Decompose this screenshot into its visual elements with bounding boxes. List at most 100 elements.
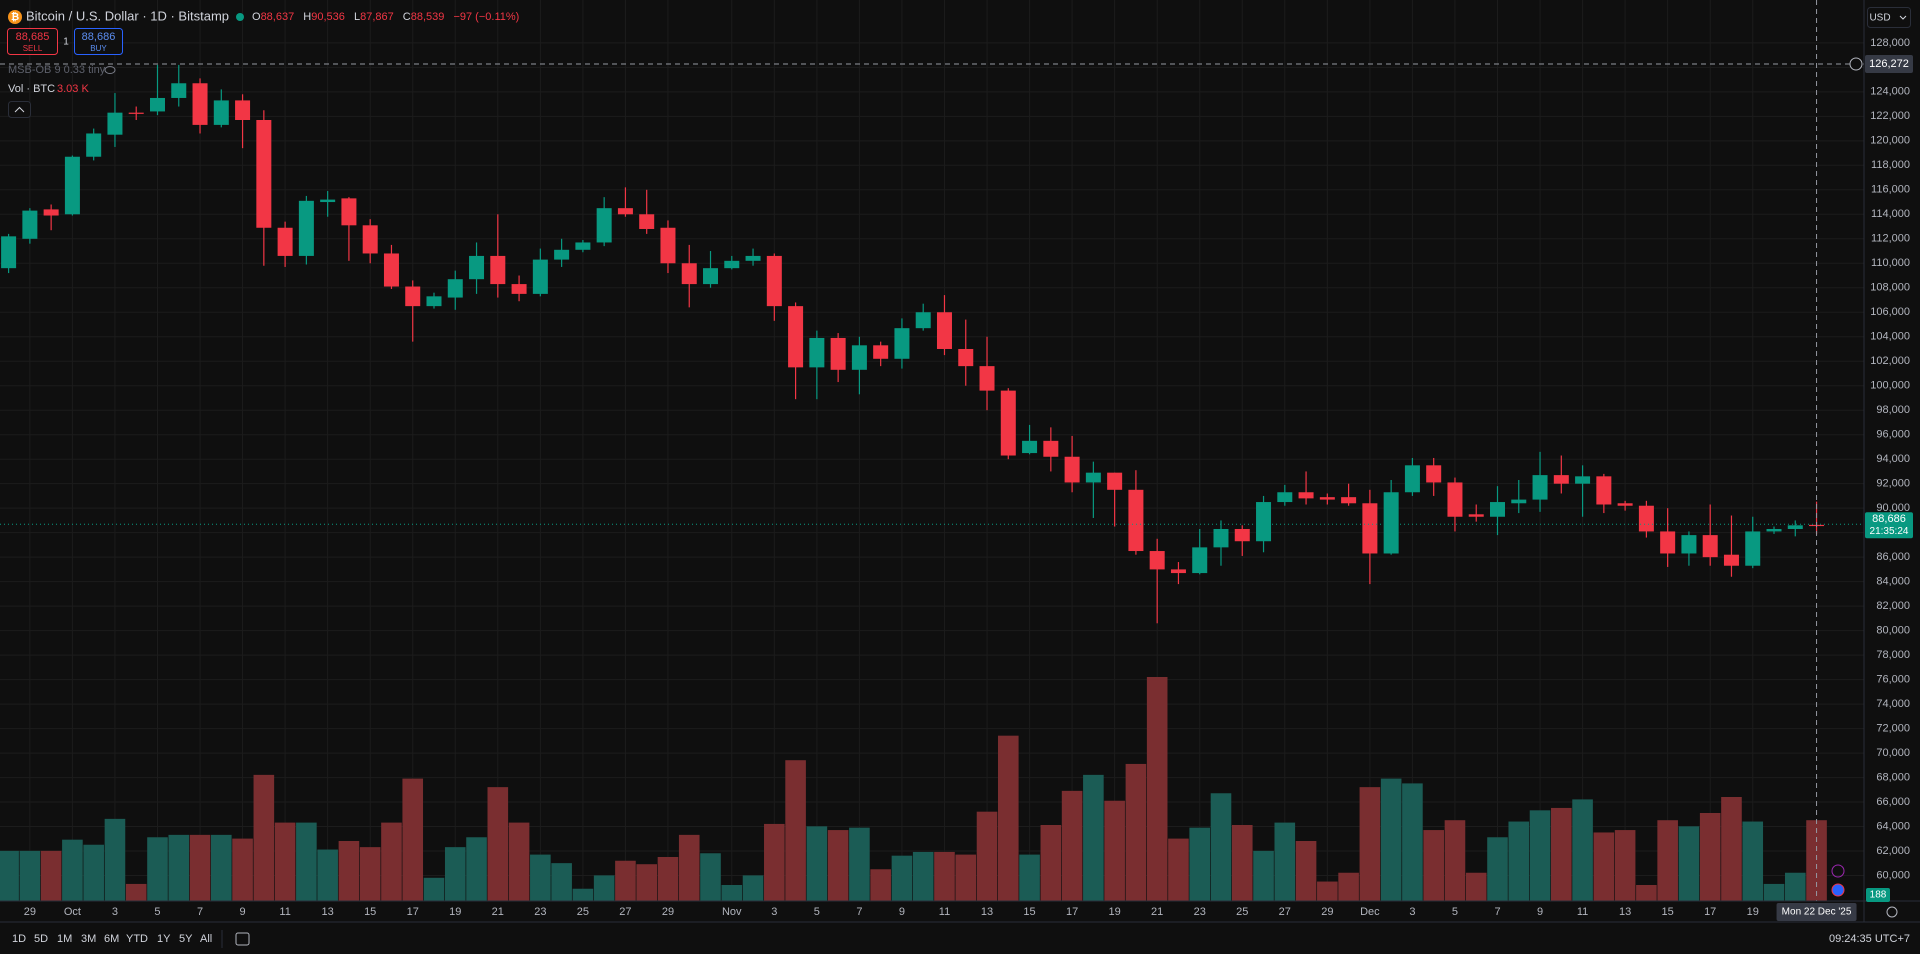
y-tick-label: 66,000 (1876, 796, 1910, 808)
volume-bar (296, 822, 317, 901)
crosshair-date-badge (1776, 903, 1857, 921)
currency-button[interactable] (1867, 7, 1911, 28)
x-tick-label: 29 (662, 906, 674, 918)
volume-bar (1083, 774, 1104, 901)
candle-body (1404, 465, 1420, 493)
y-tick-label: 78,000 (1876, 649, 1910, 661)
price-change: −97 (−0.11%) (453, 11, 519, 23)
range-button[interactable]: All (200, 933, 212, 945)
range-button[interactable]: YTD (126, 933, 148, 945)
collapse-button[interactable] (8, 101, 31, 118)
volume-bar (1104, 800, 1125, 901)
range-button[interactable]: 5Y (179, 933, 193, 945)
x-tick-label: 17 (1704, 906, 1716, 918)
volume-bar (912, 851, 934, 901)
clock[interactable]: 09:24:35 UTC+7 (1829, 933, 1910, 945)
volume-bar (551, 863, 572, 901)
candle-body (1064, 456, 1080, 483)
date-range-icon[interactable] (235, 932, 250, 946)
range-button[interactable]: 1D (12, 933, 26, 945)
add-alert-icon[interactable] (1849, 57, 1863, 71)
spread: 1 (63, 37, 69, 48)
candle-body (766, 255, 782, 307)
volume-bar (1721, 797, 1742, 901)
x-tick-label: 19 (1747, 906, 1759, 918)
bitcoin-icon (8, 10, 22, 24)
y-tick-label: 84,000 (1876, 576, 1910, 588)
volume-bar (211, 834, 232, 901)
range-button[interactable]: 1M (57, 933, 72, 945)
volume-bar (381, 822, 402, 901)
candle-body (213, 100, 229, 125)
candle-body (426, 296, 442, 307)
volume-bar (1784, 872, 1806, 901)
volume-bar (636, 864, 657, 901)
volume-bar (1806, 820, 1827, 901)
y-tick-label: 110,000 (1871, 257, 1910, 269)
volume-bar (487, 787, 509, 901)
volume-bar (955, 854, 977, 901)
volume-bar (168, 834, 190, 901)
visibility-icon[interactable] (104, 66, 116, 74)
candle-body (320, 199, 336, 203)
x-tick-label: 3 (112, 906, 118, 918)
volume-bar (1699, 813, 1721, 901)
bitcoin-glyph: ₿ (11, 11, 19, 23)
range-button[interactable]: 5D (34, 933, 48, 945)
volume-bar (1423, 830, 1444, 901)
range-button[interactable]: 3M (81, 933, 96, 945)
candle-body (298, 200, 314, 256)
y-tick-label: 70,000 (1876, 747, 1910, 759)
candle-body (873, 345, 889, 359)
y-tick-label: 94,000 (1876, 453, 1910, 465)
y-tick-label: 90,000 (1876, 502, 1910, 514)
x-tick-label: 21 (492, 906, 504, 918)
symbol-title[interactable]: Bitcoin / U.S. Dollar · 1D · Bitstamp (26, 8, 229, 23)
candle-body (107, 112, 123, 135)
volume-bar (1551, 807, 1572, 901)
candle-body (43, 209, 59, 216)
volume-bar (1125, 763, 1147, 901)
y-tick-label: 124,000 (1870, 86, 1910, 98)
candle-body (1511, 499, 1527, 504)
axis-badge (1866, 888, 1890, 902)
x-tick-label: 17 (407, 906, 419, 918)
y-tick-label: 106,000 (1870, 306, 1910, 318)
candle-body (617, 208, 633, 215)
candle-body (1362, 503, 1378, 554)
volume-bar (1402, 783, 1423, 901)
x-tick-label: 3 (771, 906, 777, 918)
flag-icon[interactable] (1831, 883, 1845, 897)
buy-button[interactable] (74, 28, 123, 55)
ohlc-value: 88,539 (411, 11, 445, 23)
candle-body (1447, 482, 1463, 517)
candle-body (1234, 528, 1250, 542)
candle-body (469, 255, 485, 280)
volume-bar (657, 857, 679, 901)
y-tick-label: 118,000 (1871, 159, 1910, 171)
sell-button[interactable] (7, 28, 58, 55)
volume-bar (508, 822, 530, 901)
candle-body (1149, 551, 1165, 570)
range-button[interactable]: 6M (104, 933, 119, 945)
volume-legend[interactable]: Vol · BTC (8, 83, 55, 95)
candle-body (341, 198, 357, 226)
volume-bar (359, 847, 381, 901)
candle-body (639, 214, 655, 229)
candle-body (1022, 440, 1038, 454)
settings-icon[interactable] (1886, 906, 1898, 918)
alert-icon[interactable] (1831, 864, 1845, 878)
candle-body (64, 156, 80, 215)
y-tick-label: 98,000 (1876, 404, 1910, 416)
volume-bar (1061, 790, 1083, 901)
range-button[interactable]: 1Y (157, 933, 171, 945)
candle-body (362, 225, 378, 254)
indicator-legend[interactable]: MSB-OB 9 0.33 tiny (8, 64, 106, 76)
candle-body (1128, 489, 1144, 552)
y-tick-label: 128,000 (1870, 37, 1910, 49)
candle-body (1490, 502, 1505, 517)
volume-bar (615, 860, 636, 901)
